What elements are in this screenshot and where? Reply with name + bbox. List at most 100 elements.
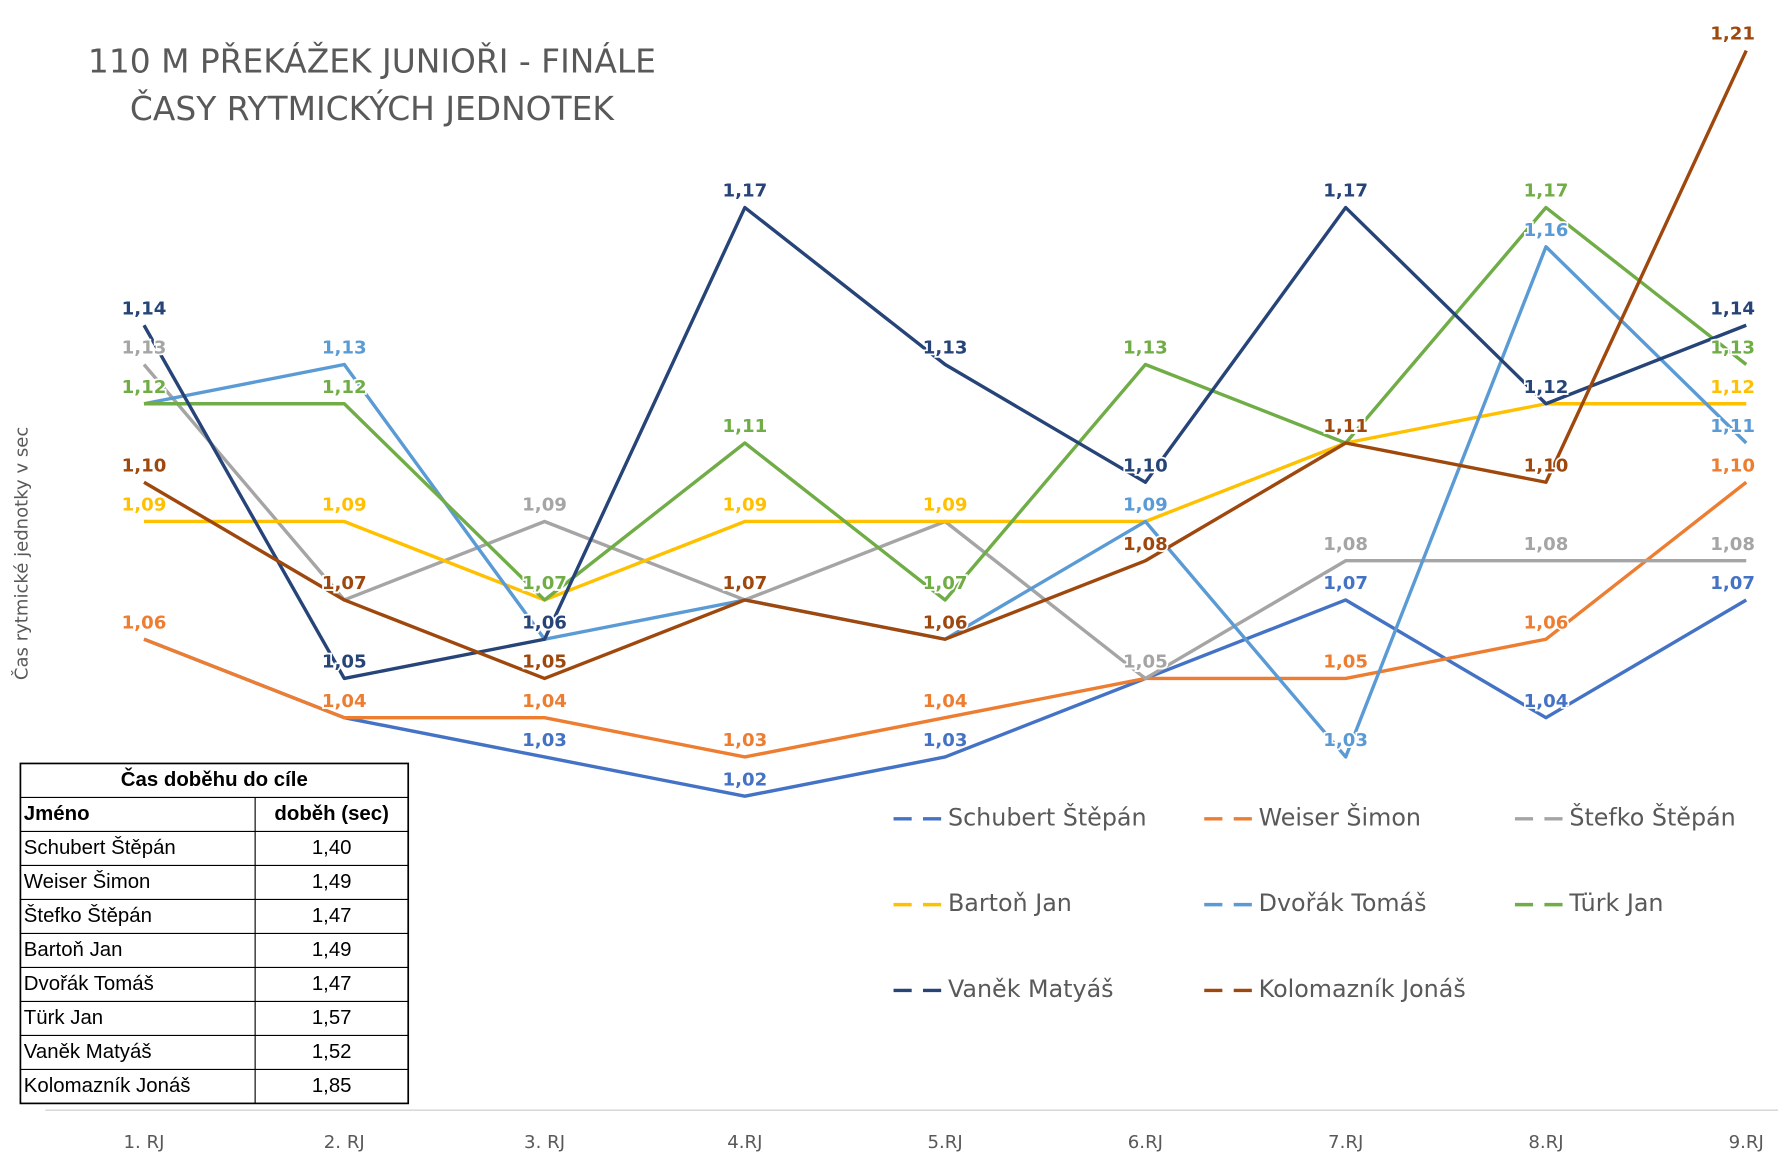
legend-label: Kolomazník Jonáš bbox=[1259, 975, 1466, 1003]
data-label: 1,06 bbox=[923, 612, 968, 633]
data-label: 1,07 bbox=[923, 573, 968, 594]
data-label: 1,12 bbox=[1710, 377, 1755, 398]
table-cell: Weiser Šimon bbox=[24, 870, 151, 893]
data-label: 1,05 bbox=[322, 652, 367, 673]
legend-label: Dvořák Tomáš bbox=[1259, 889, 1427, 917]
x-tick-label: 8.RJ bbox=[1528, 1132, 1563, 1153]
data-label: 1,07 bbox=[322, 573, 367, 594]
x-tick-label: 6.RJ bbox=[1128, 1132, 1163, 1153]
data-label: 1,07 bbox=[322, 573, 367, 594]
data-label: 1,06 bbox=[522, 612, 567, 633]
data-label: 1,06 bbox=[122, 612, 167, 633]
data-label: 1,12 bbox=[122, 377, 167, 398]
table-cell: 1,57 bbox=[312, 1007, 352, 1029]
data-label: 1,06 bbox=[122, 612, 167, 633]
data-label: 1,04 bbox=[322, 691, 367, 712]
data-label: 1,17 bbox=[722, 181, 767, 202]
data-label: 1,05 bbox=[522, 652, 567, 673]
legend-label: Schubert Štěpán bbox=[948, 803, 1147, 831]
table-cell: Schubert Štěpán bbox=[24, 836, 176, 859]
legend-label: Štefko Štěpán bbox=[1569, 803, 1735, 831]
table-cell: 1,49 bbox=[312, 871, 352, 893]
table-cell: 1,49 bbox=[312, 939, 352, 961]
data-label: 1,09 bbox=[1123, 495, 1168, 516]
data-label: 1,16 bbox=[1524, 220, 1569, 241]
data-label: 1,03 bbox=[722, 730, 767, 751]
data-label: 1,17 bbox=[1323, 181, 1368, 202]
data-label: 1,03 bbox=[1323, 730, 1368, 751]
data-label: 1,07 bbox=[722, 573, 767, 594]
data-label: 1,14 bbox=[1710, 298, 1755, 319]
data-label: 1,13 bbox=[122, 338, 167, 359]
data-label: 1,04 bbox=[522, 691, 567, 712]
data-label: 1,11 bbox=[1323, 416, 1368, 437]
data-label: 1,12 bbox=[1524, 377, 1569, 398]
data-label: 1,07 bbox=[522, 573, 567, 594]
data-label: 1,02 bbox=[722, 769, 767, 790]
data-label: 1,21 bbox=[1710, 24, 1755, 45]
table-cell: 1,52 bbox=[312, 1041, 352, 1063]
legend-label: Türk Jan bbox=[1568, 889, 1663, 917]
legend-label: Vaněk Matyáš bbox=[948, 975, 1114, 1003]
series-line bbox=[142, 205, 1747, 681]
x-tick-label: 5.RJ bbox=[928, 1132, 963, 1153]
chart-subtitle: ČASY RYTMICKÝCH JEDNOTEK bbox=[130, 88, 616, 128]
data-label: 1,12 bbox=[322, 377, 367, 398]
data-label: 1,03 bbox=[522, 730, 567, 751]
data-label: 1,06 bbox=[522, 612, 567, 633]
data-label: 1,08 bbox=[1524, 534, 1569, 555]
data-label: 1,12 bbox=[1524, 377, 1569, 398]
data-label: 1,17 bbox=[1524, 181, 1569, 202]
data-label: 1,04 bbox=[923, 691, 968, 712]
data-label: 1,13 bbox=[923, 338, 968, 359]
data-label: 1,11 bbox=[722, 416, 767, 437]
table-header: doběh (sec) bbox=[274, 803, 388, 825]
x-tick-label: 7.RJ bbox=[1328, 1132, 1363, 1153]
table-cell: 1,47 bbox=[312, 905, 352, 927]
x-tick-label: 9.RJ bbox=[1729, 1132, 1764, 1153]
data-label: 1,09 bbox=[522, 495, 567, 516]
data-label: 1,05 bbox=[1123, 652, 1168, 673]
series-line bbox=[143, 598, 1748, 798]
data-label: 1,13 bbox=[322, 338, 367, 359]
series-line bbox=[143, 480, 1748, 759]
data-label: 1,03 bbox=[923, 730, 968, 751]
table-cell: 1,85 bbox=[312, 1075, 352, 1097]
data-label: 1,10 bbox=[1710, 455, 1755, 476]
legend-label: Weiser Šimon bbox=[1259, 803, 1421, 831]
series-line bbox=[144, 205, 1748, 602]
data-label: 1,04 bbox=[1524, 691, 1569, 712]
data-label: 1,09 bbox=[1123, 495, 1168, 516]
table-cell: Bartoň Jan bbox=[24, 939, 123, 961]
table-cell: 1,47 bbox=[312, 973, 352, 995]
data-label: 1,14 bbox=[122, 298, 167, 319]
data-label: 1,10 bbox=[122, 455, 167, 476]
data-label: 1,09 bbox=[122, 495, 167, 516]
data-label: 1,09 bbox=[923, 495, 968, 516]
x-tick-label: 1. RJ bbox=[123, 1132, 164, 1153]
x-tick-label: 3. RJ bbox=[524, 1132, 565, 1153]
table-cell: Kolomazník Jonáš bbox=[24, 1075, 191, 1097]
data-label: 1,05 bbox=[1123, 652, 1168, 673]
data-label: 1,13 bbox=[1123, 338, 1168, 359]
table-cell: Štefko Štěpán bbox=[24, 904, 152, 927]
data-label: 1,09 bbox=[923, 495, 968, 516]
legend-label: Bartoň Jan bbox=[948, 889, 1072, 917]
table-cell: Vaněk Matyáš bbox=[24, 1041, 152, 1063]
data-label: 1,05 bbox=[1123, 652, 1168, 673]
chart-title: 110 M PŘEKÁŽEK JUNIOŘI - FINÁLE bbox=[88, 41, 656, 81]
data-label: 1,11 bbox=[1323, 416, 1368, 437]
data-label: 1,07 bbox=[1323, 573, 1368, 594]
x-tick-label: 4.RJ bbox=[727, 1132, 762, 1153]
data-label: 1,04 bbox=[322, 691, 367, 712]
y-axis-label: Čas rytmické jednotky v sec bbox=[11, 427, 33, 680]
table-title: Čas doběhu do cíle bbox=[121, 767, 308, 791]
data-label: 1,09 bbox=[322, 495, 367, 516]
data-label: 1,07 bbox=[722, 573, 767, 594]
table-cell: Türk Jan bbox=[24, 1007, 103, 1029]
data-label: 1,10 bbox=[1524, 455, 1569, 476]
data-label: 1,07 bbox=[1710, 573, 1755, 594]
data-label: 1,07 bbox=[522, 573, 567, 594]
data-label: 1,11 bbox=[1323, 416, 1368, 437]
